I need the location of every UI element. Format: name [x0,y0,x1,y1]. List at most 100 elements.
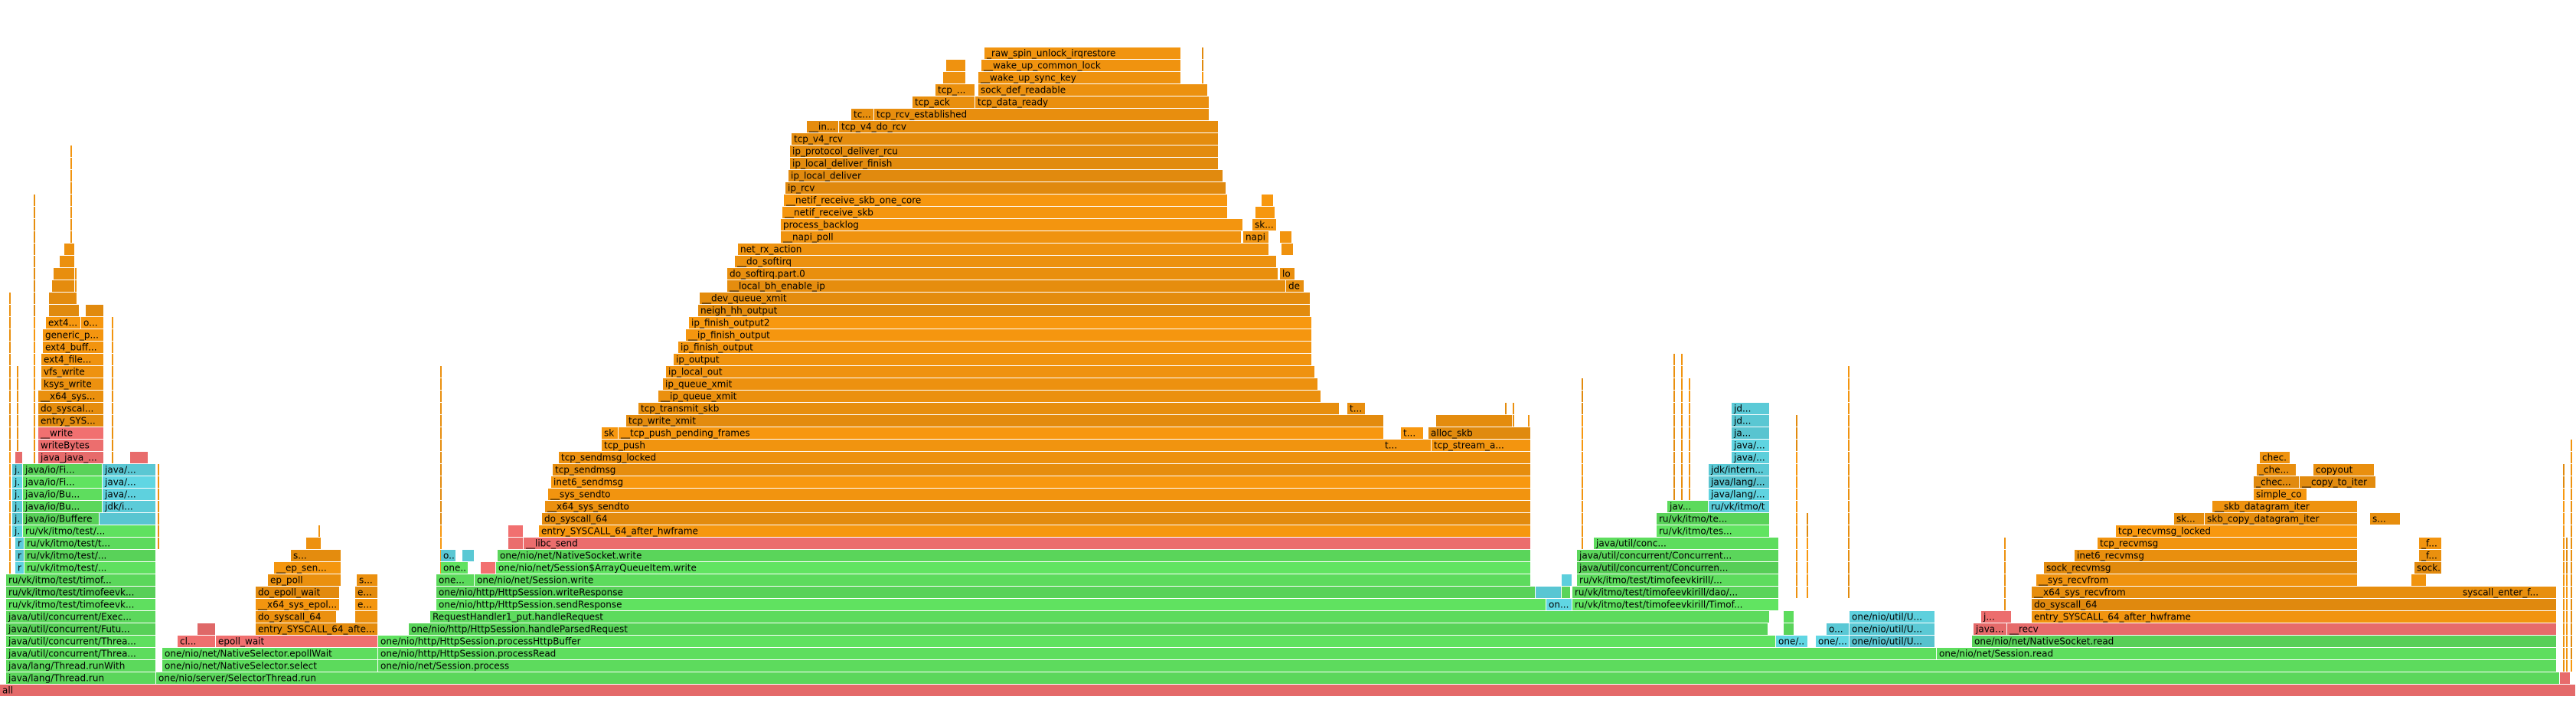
frame-spike[interactable] [1673,403,1675,414]
frame[interactable]: de [1286,280,1304,292]
frame-spike[interactable] [440,476,442,488]
frame-rect[interactable] [6,587,155,598]
frame[interactable] [355,611,377,623]
frame-rect[interactable] [38,452,103,463]
frame[interactable]: one.. [441,562,468,574]
frame[interactable]: java/util/concurrent/Threa... [6,648,155,659]
frame-spike[interactable] [1689,378,1690,390]
frame-spike[interactable] [2571,489,2572,500]
frame-spike[interactable] [2563,489,2565,500]
frame-spike[interactable] [2571,550,2572,561]
frame-rect[interactable] [2460,587,2556,598]
frame-rect[interactable] [1776,636,1807,647]
frame-spike[interactable] [1681,440,1683,451]
frame-spike[interactable] [440,525,442,537]
frame-spike[interactable] [2571,587,2572,598]
frame[interactable]: entry_SYSCALL_64_after_hwframe [2032,611,2556,623]
frame-spike[interactable] [1848,366,1850,378]
frame-spike[interactable] [70,219,72,231]
frame-spike[interactable] [70,207,72,218]
frame[interactable]: tcp_recvmsg_locked [2116,525,2357,537]
frame-rect[interactable] [498,550,1530,561]
frame-rect[interactable] [1432,440,1530,451]
frame-rect[interactable] [38,403,103,414]
frame-spike[interactable] [112,391,113,402]
frame-spike[interactable] [34,195,35,206]
frame-spike[interactable] [2004,550,2006,561]
frame-spike[interactable] [112,440,113,451]
frame-spike[interactable] [2563,550,2565,561]
frame-rect[interactable] [378,648,1936,659]
frame-spike[interactable] [2566,538,2568,549]
frame-rect[interactable] [602,440,1431,451]
frame[interactable]: __x64_sys_epol... [256,599,339,610]
frame-spike[interactable] [2566,623,2568,635]
frame-rect[interactable] [700,293,1310,304]
frame-rect[interactable] [2411,574,2426,586]
frame-spike[interactable] [2563,464,2565,476]
frame-rect[interactable] [946,60,965,71]
frame-rect[interactable] [15,538,24,549]
frame-spike[interactable] [1202,72,1203,83]
frame[interactable]: java/util/concurrent/Exec... [6,611,155,623]
frame[interactable]: one/nio/http/HttpSession.processHttpBuff… [378,636,1775,647]
frame-spike[interactable] [2563,648,2565,659]
frame[interactable]: ru/vk/itmo/te... [1657,513,1769,525]
frame[interactable]: writeBytes [38,440,103,451]
frame-rect[interactable] [1972,636,2556,647]
frame-spike[interactable] [1689,427,1690,439]
frame[interactable]: alloc_skb [1428,427,1530,439]
frame[interactable]: o... [1827,623,1849,635]
frame-rect[interactable] [43,342,103,353]
frame[interactable] [1562,574,1572,586]
frame[interactable]: __write [38,427,103,439]
frame-spike[interactable] [1807,538,1808,549]
frame[interactable]: ext4... [46,317,80,329]
frame-spike[interactable] [1689,464,1690,476]
frame-rect[interactable] [256,587,339,598]
frame-spike[interactable] [440,378,442,390]
frame-rect[interactable] [441,550,455,561]
frame-spike[interactable] [440,391,442,402]
frame-rect[interactable] [198,623,215,635]
frame-spike[interactable] [34,207,35,218]
frame-spike[interactable] [2563,636,2565,647]
frame[interactable]: java/... [1732,440,1769,451]
frame-rect[interactable] [60,256,74,267]
frame-spike[interactable] [1689,415,1690,427]
frame[interactable] [462,550,474,561]
frame[interactable]: tcp_recvmsg [2098,538,2357,549]
frame-rect[interactable] [256,599,339,610]
frame-spike[interactable] [34,354,35,365]
frame[interactable]: __dev_queue_xmit [700,293,1310,304]
frame-rect[interactable] [727,280,1285,292]
frame-rect[interactable] [6,660,155,672]
frame-rect[interactable] [790,146,1218,157]
frame-rect[interactable] [24,550,155,561]
frame-spike[interactable] [34,440,35,451]
frame[interactable]: __libc_send [524,538,1530,549]
frame-spike[interactable] [9,317,11,329]
frame[interactable]: do_syscall_64 [256,611,336,623]
frame[interactable]: generic_p... [43,329,103,341]
frame-rect[interactable] [1262,195,1273,206]
frame-spike[interactable] [112,403,113,414]
frame[interactable]: all [0,685,2575,696]
frame[interactable]: java/lang/Thread.runWith [6,660,155,672]
frame-rect[interactable] [54,268,74,280]
frame[interactable]: __x64_sys_sendto [545,501,1530,512]
frame-spike[interactable] [2563,525,2565,537]
frame-spike[interactable] [2571,501,2572,512]
frame-spike[interactable] [1582,391,1583,402]
frame[interactable]: ext4_file... [41,354,103,365]
frame-spike[interactable] [1848,440,1850,451]
frame-rect[interactable] [2257,464,2296,476]
frame[interactable]: jd... [1732,403,1769,414]
frame[interactable]: jav... [1667,501,1708,512]
frame-rect[interactable] [1732,440,1769,451]
frame-rect[interactable] [6,648,155,659]
frame[interactable]: lo [1280,268,1295,280]
frame-spike[interactable] [2571,648,2572,659]
frame-spike[interactable] [1582,440,1583,451]
frame[interactable]: do_syscall_64 [542,513,1530,525]
